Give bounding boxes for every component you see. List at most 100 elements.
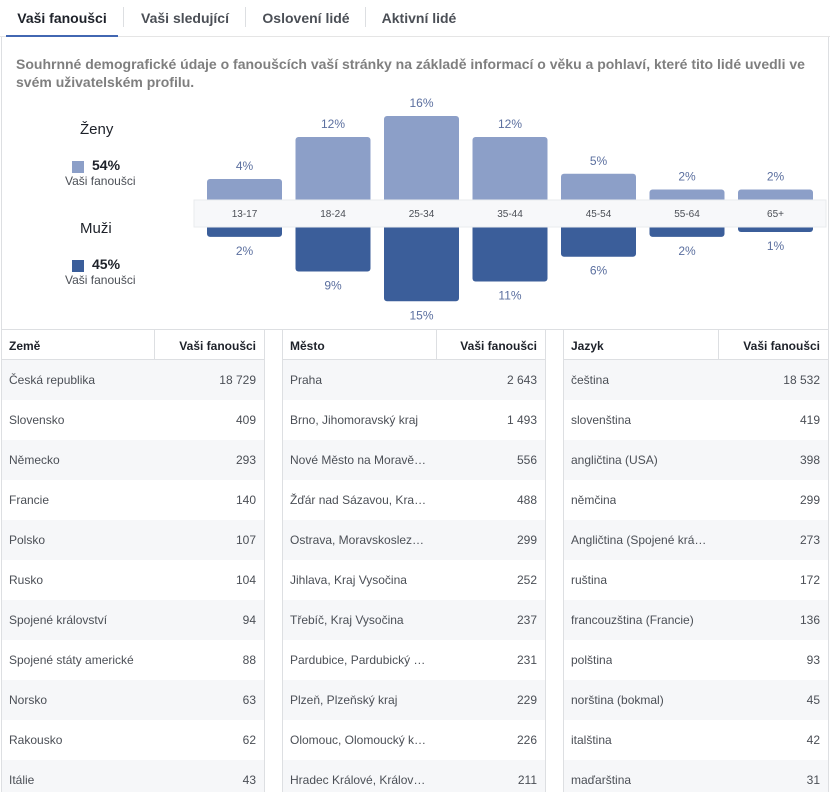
table-row: Česká republika 18 729 <box>2 360 264 400</box>
header-divider <box>718 330 719 360</box>
table-row: Brno, Jihomoravský kraj 1 493 <box>283 400 545 440</box>
bar-women-13-17 <box>207 179 282 204</box>
table-row: Ostrava, Moravskoslez… 299 <box>283 520 545 560</box>
row-label: Jihlava, Kraj Vysočina <box>290 573 407 587</box>
column-header-fans: Vaši fanoušci <box>743 339 820 353</box>
tab-your-followers[interactable]: Vaši sledující <box>141 10 229 26</box>
table-row: Spojené království 94 <box>2 600 264 640</box>
row-label: maďarština <box>571 773 632 787</box>
tab-your-fans[interactable]: Vaši fanoušci <box>6 0 118 37</box>
table-row: ruština 172 <box>564 560 828 600</box>
bar-men-18-24 <box>295 223 371 272</box>
row-label: Rusko <box>9 573 44 587</box>
header-divider <box>436 330 437 360</box>
row-label: polština <box>571 653 613 667</box>
label-men-55-64: 2% <box>678 244 696 258</box>
header-divider <box>154 330 155 360</box>
row-value: 62 <box>242 733 256 747</box>
tab-people-reached[interactable]: Oslovení lidé <box>262 10 350 26</box>
table-header: Město Vaši fanoušci <box>283 330 545 360</box>
age-axis-band <box>193 199 827 228</box>
row-value: 419 <box>799 413 820 427</box>
table-row: Praha 2 643 <box>283 360 545 400</box>
row-value: 237 <box>516 613 537 627</box>
bar-men-25-34 <box>384 223 459 302</box>
table-row: angličtina (USA) 398 <box>564 440 828 480</box>
row-value: 211 <box>517 773 537 787</box>
label-men-13-17: 2% <box>236 244 254 258</box>
table-row: slovenština 419 <box>564 400 828 440</box>
row-label: Rakousko <box>9 733 63 747</box>
table-row: Itálie 43 <box>2 760 264 792</box>
row-label: Angličtina (Spojené krá… <box>571 533 707 547</box>
label-women-18-24: 12% <box>321 117 345 131</box>
row-value: 31 <box>806 773 820 787</box>
table-row: Rusko 104 <box>2 560 264 600</box>
label-men-65+: 1% <box>767 239 785 253</box>
row-value: 104 <box>235 573 256 587</box>
table-row: norština (bokmal) 45 <box>564 680 828 720</box>
label-women-45-54: 5% <box>590 154 608 168</box>
row-value: 231 <box>516 653 537 667</box>
bar-women-45-54 <box>561 173 636 204</box>
row-value: 18 729 <box>219 373 256 387</box>
tab-bar: Vaši fanoušci Vaši sledující Oslovení li… <box>0 0 830 37</box>
table-body: Česká republika 18 729 Slovensko 409 Německo… <box>2 360 264 792</box>
row-value: 140 <box>235 493 256 507</box>
row-label: norština (bokmal) <box>571 693 664 707</box>
row-label: čeština <box>571 373 610 387</box>
women-color-swatch <box>72 161 84 173</box>
tab-divider <box>245 7 246 27</box>
row-label: Polsko <box>9 533 46 547</box>
row-label: Nové Město na Moravě… <box>290 453 427 467</box>
label-men-25-34: 15% <box>409 308 433 322</box>
row-label: Spojené království <box>9 613 108 627</box>
table-row: Jihlava, Kraj Vysočina 252 <box>283 560 545 600</box>
table-row: Rakousko 62 <box>2 720 264 760</box>
label-men-35-44: 11% <box>498 288 521 302</box>
row-value: 136 <box>799 613 820 627</box>
row-label: Žďár nad Sázavou, Kra… <box>290 493 427 507</box>
bar-women-35-44 <box>472 137 548 204</box>
bar-men-45-54 <box>561 223 636 257</box>
table-row: Třebíč, Kraj Vysočina 237 <box>283 600 545 640</box>
row-label: Praha <box>290 373 323 387</box>
tab-divider <box>365 7 366 27</box>
row-value: 93 <box>806 653 820 667</box>
row-value: 398 <box>799 453 820 467</box>
row-value: 273 <box>799 533 820 547</box>
table-body: čeština 18 532 slovenština 419 angličtina (U… <box>564 360 828 792</box>
women-title: Ženy <box>80 121 114 138</box>
table-row: polština 93 <box>564 640 828 680</box>
label-women-25-34: 16% <box>409 96 433 110</box>
row-label: ruština <box>571 573 608 587</box>
row-value: 1 493 <box>506 413 537 427</box>
row-value: 299 <box>516 533 537 547</box>
description-text: Souhrnné demografické údaje o fanoušcích… <box>16 56 805 90</box>
table-row: Slovensko 409 <box>2 400 264 440</box>
tab-active-people[interactable]: Aktivní lidé <box>381 10 457 26</box>
table-row: Pardubice, Pardubický … 231 <box>283 640 545 680</box>
row-label: Norsko <box>9 693 48 707</box>
row-value: 293 <box>235 453 256 467</box>
label-women-55-64: 2% <box>678 170 696 184</box>
label-men-45-54: 6% <box>590 264 608 278</box>
column-header-fans: Vaši fanoušci <box>179 339 256 353</box>
table-row: Spojené státy americké 88 <box>2 640 264 680</box>
men-subtitle: Vaši fanoušci <box>65 273 136 287</box>
demographics-panel <box>1 37 829 330</box>
row-value: 226 <box>516 733 537 747</box>
languages-table: Jazyk Vaši fanoušci čeština 18 532 slovenš… <box>563 330 829 792</box>
cities-table: Město Vaši fanoušci Praha 2 643 Brno, Jiho… <box>282 330 546 792</box>
men-color-swatch <box>72 260 84 272</box>
age-gender-chart: 4% 2% 12% 9% 16% 15% 12% 11% 5% 6% 2% 2% 2% 1% 13-17 18… <box>193 96 827 322</box>
row-label: italština <box>571 733 612 747</box>
row-label: Třebíč, Kraj Vysočina <box>290 613 404 627</box>
age-tick-65+: 65+ <box>767 209 784 220</box>
column-header-country: Země <box>9 339 41 353</box>
row-value: 409 <box>235 413 256 427</box>
label-women-35-44: 12% <box>498 117 522 131</box>
row-value: 42 <box>806 733 820 747</box>
men-percent: 45% <box>92 256 121 272</box>
row-value: 229 <box>516 693 537 707</box>
